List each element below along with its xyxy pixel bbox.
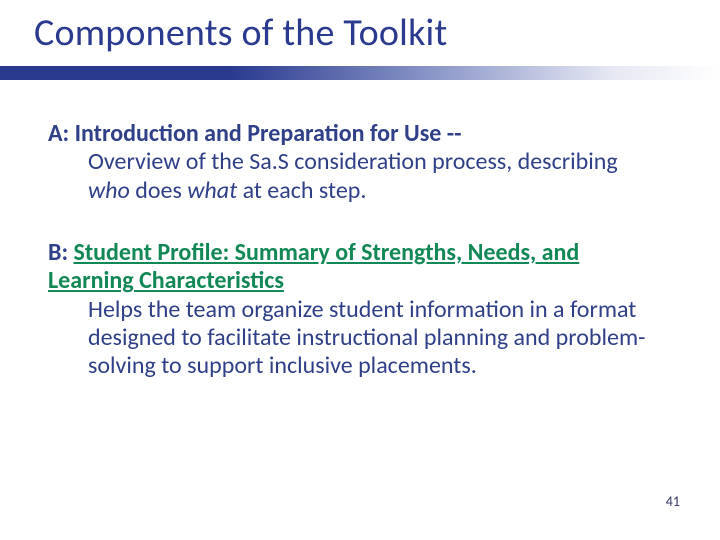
section-b: B: Student Profile: Summary of Strengths… — [48, 239, 660, 381]
slide: Components of the Toolkit A: Introductio… — [0, 0, 720, 540]
section-a-mid: does — [130, 176, 187, 205]
section-a-prefix: A: — [48, 119, 75, 148]
section-a-text-2: at each step. — [237, 176, 366, 205]
title-underline-bar — [0, 66, 720, 80]
slide-title: Components of the Toolkit — [34, 10, 447, 56]
page-number: 41 — [666, 493, 680, 510]
section-a-what: what — [187, 176, 237, 205]
section-a-who: who — [88, 176, 130, 205]
slide-body: A: Introduction and Preparation for Use … — [48, 120, 660, 381]
section-a-text-1: Overview of the Sa.S consideration proce… — [88, 147, 618, 176]
section-a: A: Introduction and Preparation for Use … — [48, 120, 660, 205]
section-b-body: Helps the team organize student informat… — [48, 296, 660, 381]
section-a-body: Overview of the Sa.S consideration proce… — [48, 148, 660, 205]
section-a-heading: Introduction and Preparation for Use -- — [75, 119, 462, 148]
section-b-prefix: B: — [48, 238, 74, 267]
section-b-heading: Student Profile: Summary of Strengths, N… — [48, 238, 579, 295]
